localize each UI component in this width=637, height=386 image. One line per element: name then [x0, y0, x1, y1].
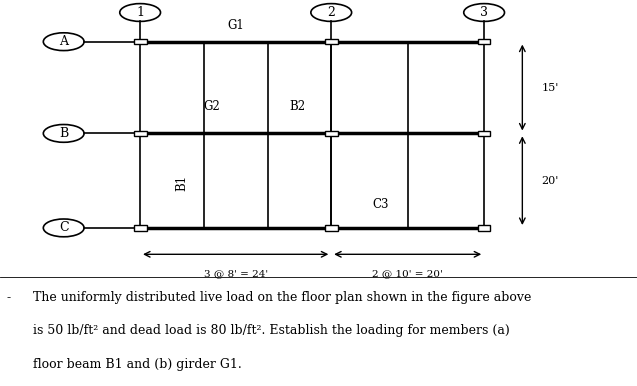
- Text: The uniformly distributed live load on the floor plan shown in the figure above: The uniformly distributed live load on t…: [25, 291, 532, 304]
- Text: G2: G2: [203, 100, 220, 113]
- Text: 1: 1: [136, 6, 144, 19]
- Text: B1: B1: [175, 175, 188, 191]
- Text: A: A: [59, 35, 68, 48]
- FancyBboxPatch shape: [478, 130, 490, 136]
- Text: G1: G1: [227, 19, 244, 32]
- Text: 3 @ 8' = 24': 3 @ 8' = 24': [204, 269, 268, 279]
- Text: 20': 20': [541, 176, 559, 186]
- FancyBboxPatch shape: [325, 39, 338, 44]
- Text: 2: 2: [327, 6, 335, 19]
- Text: 15': 15': [541, 83, 559, 93]
- FancyBboxPatch shape: [325, 225, 338, 231]
- Text: 3: 3: [480, 6, 488, 19]
- Text: B2: B2: [290, 100, 306, 113]
- Text: is 50 lb/ft² and dead load is 80 lb/ft². Establish the loading for members (a): is 50 lb/ft² and dead load is 80 lb/ft².…: [25, 324, 510, 337]
- FancyBboxPatch shape: [325, 130, 338, 136]
- FancyBboxPatch shape: [134, 39, 147, 44]
- Text: 2 @ 10' = 20': 2 @ 10' = 20': [372, 269, 443, 279]
- Text: -: -: [6, 291, 10, 304]
- Text: floor beam B1 and (b) girder G1.: floor beam B1 and (b) girder G1.: [25, 358, 242, 371]
- FancyBboxPatch shape: [478, 225, 490, 231]
- Text: C3: C3: [373, 198, 389, 211]
- Text: B: B: [59, 127, 68, 140]
- Text: C: C: [59, 222, 69, 234]
- FancyBboxPatch shape: [134, 130, 147, 136]
- FancyBboxPatch shape: [478, 39, 490, 44]
- FancyBboxPatch shape: [134, 225, 147, 231]
